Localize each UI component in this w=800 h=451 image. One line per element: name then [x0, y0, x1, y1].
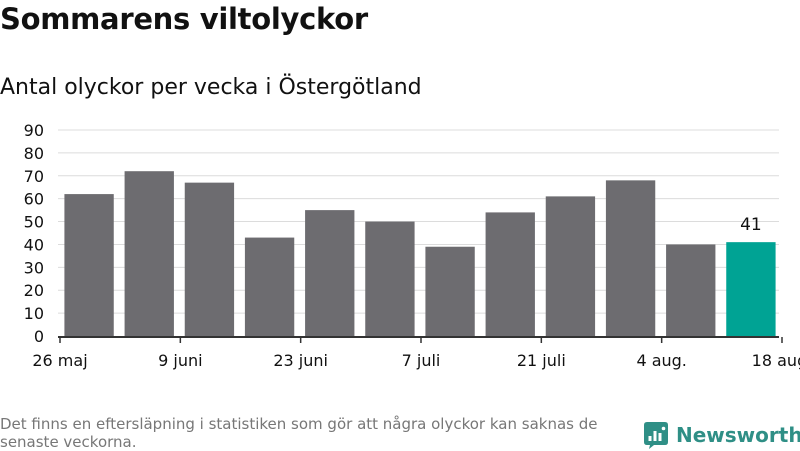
bar [244, 237, 295, 336]
y-tick-label: 80 [24, 144, 44, 163]
x-tick-label: 21 juli [517, 351, 566, 370]
x-tick-label: 7 juli [402, 351, 441, 370]
x-tick-label: 9 juni [158, 351, 202, 370]
bar [605, 180, 656, 336]
bar [124, 171, 174, 336]
bar-chart: 0 10 20 30 40 50 60 70 80 90 41 26 maj 9 juni 23 juni… [24, 121, 800, 370]
bar [365, 221, 415, 336]
y-tick-label: 0 [34, 327, 44, 346]
y-tick-label: 40 [24, 235, 44, 254]
brand-name: Newsworthy [676, 423, 800, 447]
x-tick-label: 23 juni [273, 351, 328, 370]
bar [545, 196, 596, 336]
newsworthy-logo-icon [644, 421, 668, 449]
x-tick-label: 4 aug. [636, 351, 686, 370]
y-tick-label: 70 [24, 167, 44, 186]
x-tick-label: 18 aug. [752, 351, 800, 370]
brand[interactable]: Newsworthy [644, 421, 800, 449]
chart-title: Sommarens viltolyckor [0, 2, 368, 36]
data-label: 41 [740, 215, 762, 235]
footnote: Det finns en eftersläpning i statistiken… [0, 415, 598, 451]
y-tick-label: 20 [24, 281, 44, 300]
bar [666, 244, 716, 336]
bar [305, 210, 355, 336]
y-tick-label: 90 [24, 121, 44, 140]
bar [425, 246, 475, 336]
bar [485, 212, 535, 336]
y-tick-label: 50 [24, 213, 44, 232]
y-tick-label: 60 [24, 190, 44, 209]
bar [184, 182, 235, 336]
chart-subtitle: Antal olyckor per vecka i Östergötland [0, 75, 422, 100]
x-tick-label: 26 maj [32, 351, 87, 370]
bar-highlight [726, 242, 776, 336]
bar [64, 194, 114, 336]
y-tick-label: 10 [24, 304, 44, 323]
y-tick-label: 30 [24, 258, 44, 277]
